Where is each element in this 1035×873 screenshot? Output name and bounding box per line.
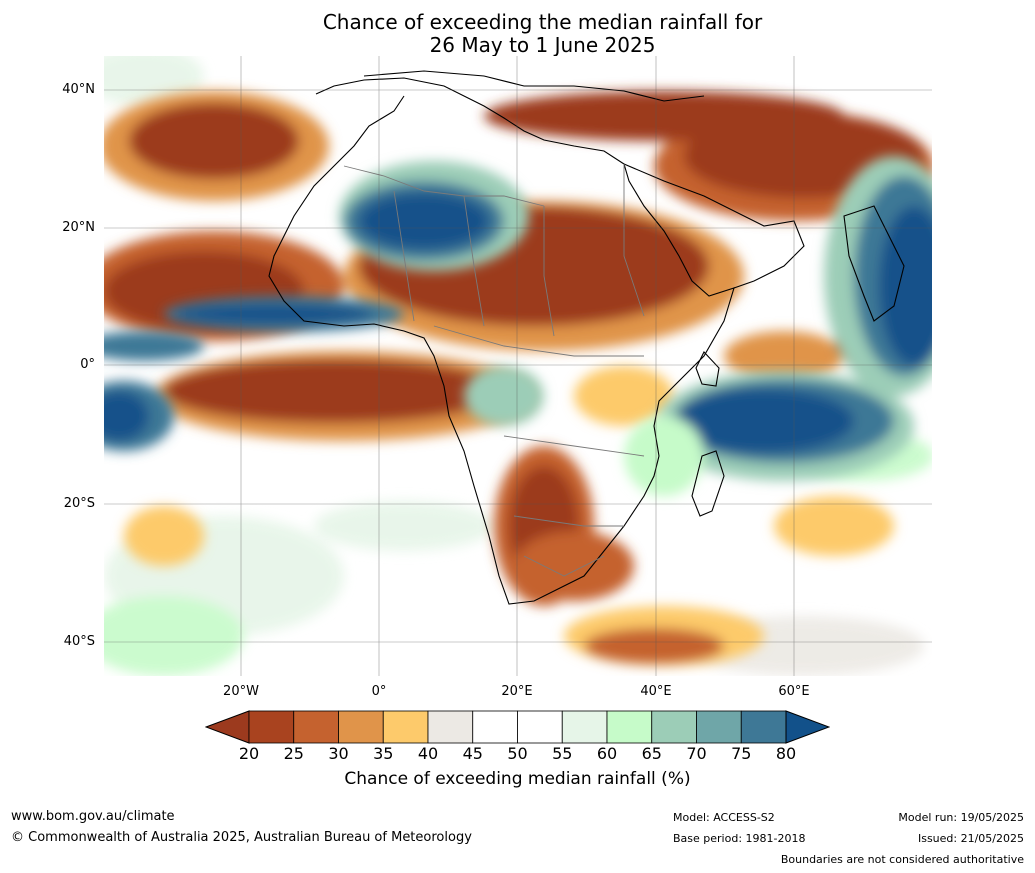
map-title-line-1: Chance of exceeding the median rainfall … <box>322 10 763 34</box>
colorbar-segment <box>472 710 518 744</box>
map-title-line-2: 26 May to 1 June 2025 <box>429 33 656 57</box>
colorbar-tick-label: 55 <box>552 744 573 763</box>
colorbar-tick-label: 25 <box>283 744 304 763</box>
colorbar-extend-high <box>785 710 830 744</box>
lon-label-20w: 20°W <box>223 684 259 699</box>
colorbar-tick-label: 45 <box>462 744 483 763</box>
copyright-text: © Commonwealth of Australia 2025, Austra… <box>11 830 472 845</box>
lat-label-equator: 0° <box>80 357 95 372</box>
colorbar <box>205 710 830 744</box>
colorbar-label: Chance of exceeding median rainfall (%) <box>344 769 691 789</box>
colorbar-segment <box>338 710 384 744</box>
disclaimer-text: Boundaries are not considered authoritat… <box>780 853 1024 866</box>
colorbar-tick-label: 35 <box>373 744 394 763</box>
model-run-text: Model run: 19/05/2025 <box>898 811 1024 824</box>
website-link[interactable]: www.bom.gov.au/climate <box>11 809 175 824</box>
base-period-text: Base period: 1981-2018 <box>673 832 806 845</box>
colorbar-segment <box>561 710 608 744</box>
colorbar-extend-low <box>205 710 250 744</box>
colorbar-segment <box>248 710 295 744</box>
lat-label-20n: 20°N <box>62 220 95 235</box>
colorbar-segment <box>382 710 429 744</box>
colorbar-tick-label: 50 <box>507 744 528 763</box>
lon-label-60e: 60°E <box>778 684 810 699</box>
colorbar-tick-label: 70 <box>686 744 707 763</box>
issued-text: Issued: 21/05/2025 <box>917 832 1024 845</box>
lat-label-40s: 40°S <box>63 634 95 649</box>
colorbar-segment <box>606 710 653 744</box>
colorbar-segment <box>651 710 697 744</box>
lon-label-20e: 20°E <box>501 684 533 699</box>
lon-label-40e: 40°E <box>640 684 672 699</box>
lat-label-40n: 40°N <box>62 82 95 97</box>
colorbar-tick-label: 20 <box>238 744 260 763</box>
colorbar-tick-label: 65 <box>641 744 662 763</box>
colorbar-segment <box>740 710 787 744</box>
colorbar-tick-label: 75 <box>731 744 752 763</box>
colorbar-tick-label: 30 <box>328 744 349 763</box>
rainfall-probability-map <box>104 56 932 676</box>
colorbar-tick-label: 40 <box>417 744 439 763</box>
colorbar-tick-label: 80 <box>775 744 797 763</box>
lat-label-20s: 20°S <box>63 496 95 511</box>
colorbar-segment <box>696 710 742 744</box>
colorbar-segment <box>293 710 339 744</box>
lon-label-0: 0° <box>371 684 387 699</box>
colorbar-segment <box>517 710 563 744</box>
model-text: Model: ACCESS-S2 <box>673 811 775 824</box>
colorbar-segment <box>427 710 474 744</box>
colorbar-tick-label: 60 <box>596 744 618 763</box>
